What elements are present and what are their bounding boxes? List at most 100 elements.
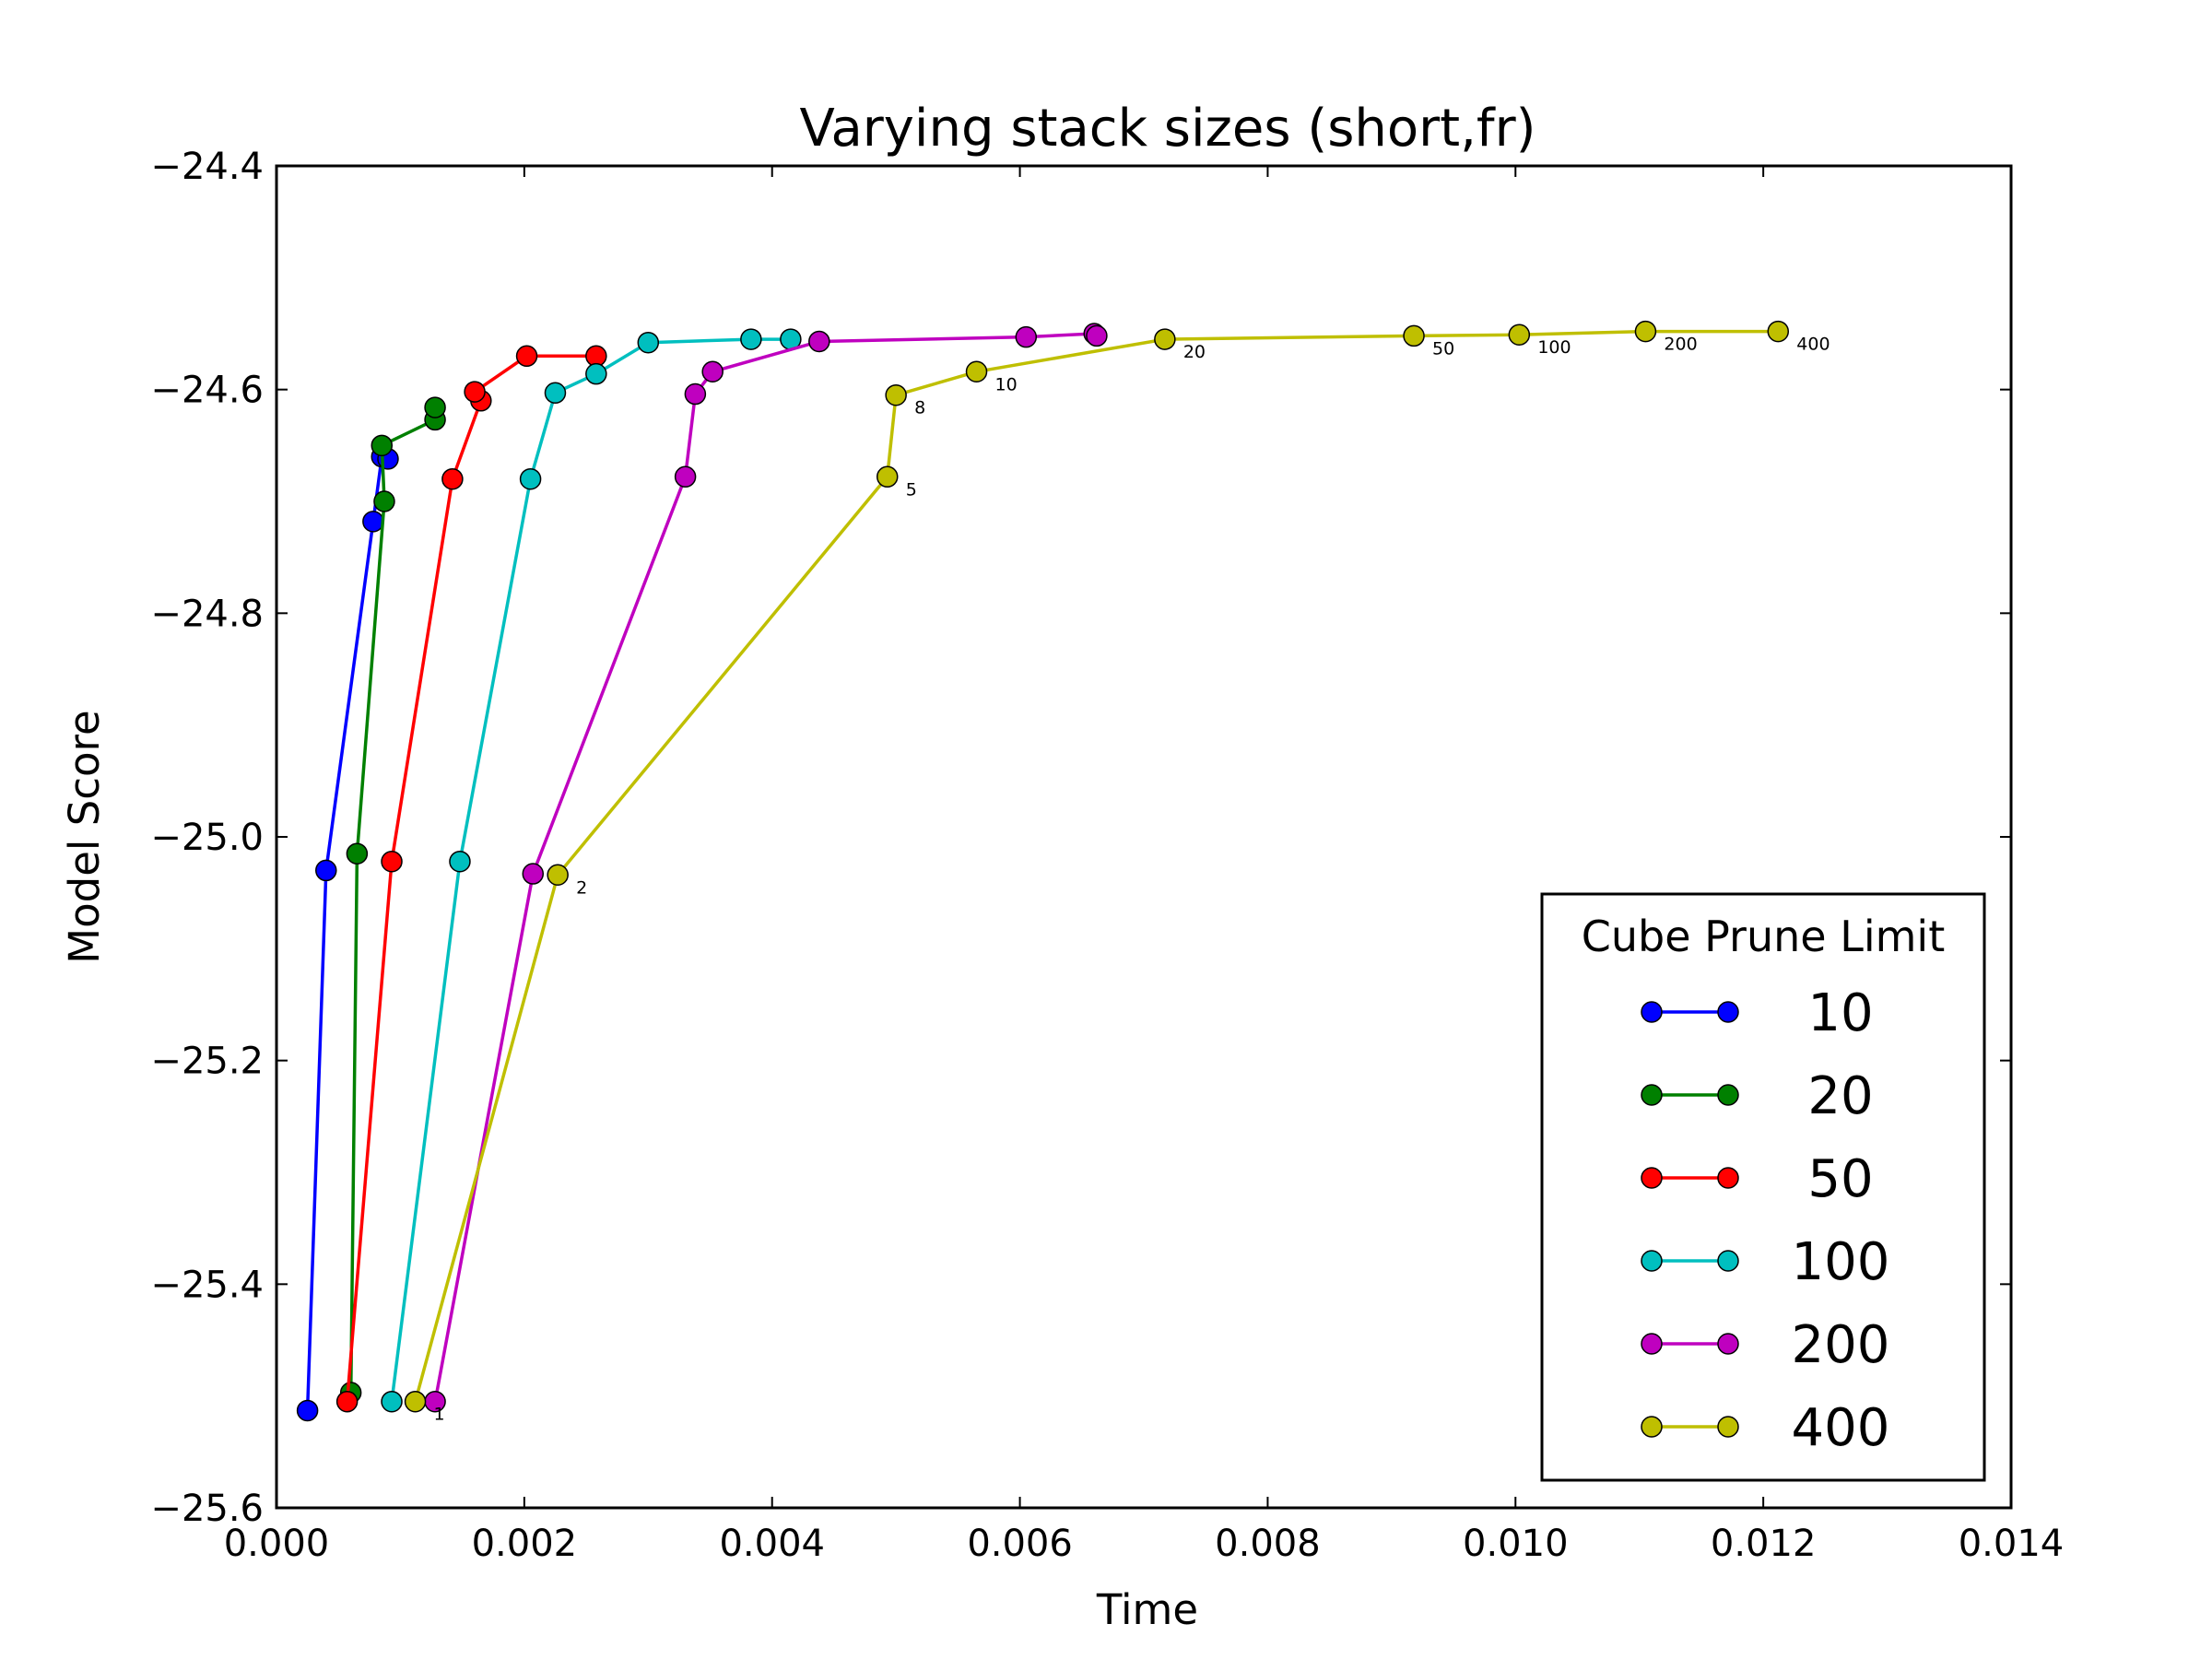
point-label-8: 8	[914, 398, 925, 418]
data-point-50-5	[515, 345, 538, 368]
data-point-400-4	[965, 360, 988, 383]
data-point-10-0	[296, 1399, 319, 1422]
x-tick-label: 0.004	[719, 1523, 825, 1565]
data-point-50-0	[335, 1390, 359, 1413]
y-axis-label: Model Score	[60, 710, 109, 963]
legend-entry-200: 200	[1641, 1315, 1889, 1375]
x-tick-label: 0.000	[224, 1523, 330, 1565]
series-100	[381, 328, 802, 1413]
y-tick-label: −24.8	[150, 593, 264, 635]
data-point-50-1	[381, 850, 403, 873]
point-label-20: 20	[1183, 342, 1206, 362]
data-point-400-7	[1508, 324, 1531, 346]
x-tick-label: 0.008	[1215, 1523, 1321, 1565]
legend-entry-50: 50	[1641, 1149, 1874, 1209]
series-line-400	[413, 329, 1779, 1403]
point-label-10: 10	[995, 374, 1018, 394]
data-point-200-3	[684, 382, 707, 406]
legend-label-50: 50	[1807, 1149, 1873, 1209]
data-point-100-3	[544, 382, 567, 405]
point-label-1: 1	[434, 1405, 445, 1425]
x-tick-label: 0.014	[1959, 1523, 2065, 1565]
legend-label-10: 10	[1807, 983, 1873, 1043]
data-point-400-0	[404, 1390, 427, 1413]
legend-marker-10	[1717, 1001, 1739, 1023]
legend-marker-20	[1641, 1084, 1663, 1106]
data-point-100-0	[381, 1390, 403, 1413]
data-point-20-5	[424, 396, 446, 418]
x-axis-label: Time	[1096, 1585, 1198, 1634]
data-point-200-6	[1015, 325, 1038, 348]
data-point-400-1	[547, 864, 569, 887]
y-tick-label: −24.6	[150, 370, 264, 412]
series-400: 1 2 5 8 10 20 50 100 200 400	[404, 320, 1830, 1425]
data-point-20-1	[346, 842, 369, 865]
x-axis: 0.000 0.002 0.004 0.006 0.008 0.010 0.012 0.014	[224, 166, 2065, 1565]
point-label-100: 100	[1537, 337, 1571, 358]
legend-marker-20	[1717, 1084, 1739, 1106]
legend-box	[1540, 892, 1986, 1482]
x-tick-label: 0.006	[967, 1523, 1073, 1565]
legend-marker-100	[1717, 1250, 1739, 1272]
plot-area: 1 2 5 8 10 20 50 100 200 400	[296, 320, 1830, 1425]
y-axis: −24.4 −24.6 −24.8 −25.0 −25.2 −25.4 −25.6	[150, 146, 2011, 1530]
legend-title: Cube Prune Limit	[1582, 912, 1946, 961]
legend-label-20: 20	[1807, 1066, 1873, 1126]
legend-marker-200	[1717, 1333, 1739, 1355]
y-tick-label: −25.0	[150, 817, 264, 859]
y-tick-label: −25.6	[150, 1488, 264, 1530]
y-tick-label: −24.4	[150, 146, 264, 188]
legend-entry-400: 400	[1641, 1398, 1889, 1458]
data-point-400-9	[1767, 320, 1790, 343]
series-50	[335, 345, 607, 1413]
legend-entries: 10 20 50 100 200 400	[1641, 983, 1889, 1458]
data-point-100-4	[585, 362, 607, 385]
point-label-5: 5	[906, 479, 917, 500]
data-point-400-5	[1154, 328, 1176, 350]
data-point-400-3	[885, 383, 907, 406]
data-point-100-6	[740, 328, 762, 350]
chart-title: Varying stack sizes (short,fr)	[799, 99, 1535, 159]
legend-marker-100	[1641, 1250, 1663, 1272]
data-point-400-2	[876, 465, 899, 488]
data-point-400-6	[1403, 324, 1425, 347]
data-point-50-2	[441, 467, 464, 490]
point-label-200: 200	[1664, 335, 1697, 355]
legend-marker-400	[1641, 1416, 1663, 1438]
data-point-200-2	[674, 465, 697, 488]
data-point-200-8	[1086, 324, 1108, 347]
data-point-200-5	[808, 330, 830, 353]
point-label-2: 2	[576, 877, 587, 898]
data-point-100-5	[637, 331, 660, 354]
legend-label-100: 100	[1792, 1232, 1890, 1292]
series-200	[424, 323, 1108, 1413]
legend-label-200: 200	[1792, 1315, 1890, 1375]
legend-marker-200	[1641, 1333, 1663, 1355]
data-point-100-1	[449, 850, 471, 873]
data-point-50-4	[464, 381, 486, 403]
data-point-200-1	[522, 863, 545, 885]
y-tick-label: −25.2	[150, 1041, 264, 1083]
data-point-200-4	[701, 360, 724, 383]
data-point-100-2	[519, 467, 542, 490]
y-tick-label: −25.4	[150, 1264, 264, 1306]
legend-entry-100: 100	[1641, 1232, 1889, 1292]
legend-marker-50	[1717, 1167, 1739, 1189]
series-line-100	[390, 337, 791, 1402]
point-label-400: 400	[1796, 335, 1830, 355]
legend-marker-10	[1641, 1001, 1663, 1023]
x-tick-label: 0.010	[1463, 1523, 1569, 1565]
data-point-20-2	[373, 490, 395, 512]
data-point-10-1	[315, 859, 337, 882]
point-label-50: 50	[1432, 338, 1454, 359]
x-tick-label: 0.012	[1711, 1523, 1817, 1565]
legend-marker-50	[1641, 1167, 1663, 1189]
legend-entry-20: 20	[1641, 1066, 1874, 1126]
legend-entry-10: 10	[1641, 983, 1874, 1043]
data-point-10-2	[362, 511, 384, 533]
x-tick-label: 0.002	[472, 1523, 578, 1565]
legend: Cube Prune Limit 10 20 50 100 200 400	[1540, 892, 1986, 1482]
data-point-20-3	[371, 434, 394, 457]
legend-marker-400	[1717, 1416, 1739, 1438]
